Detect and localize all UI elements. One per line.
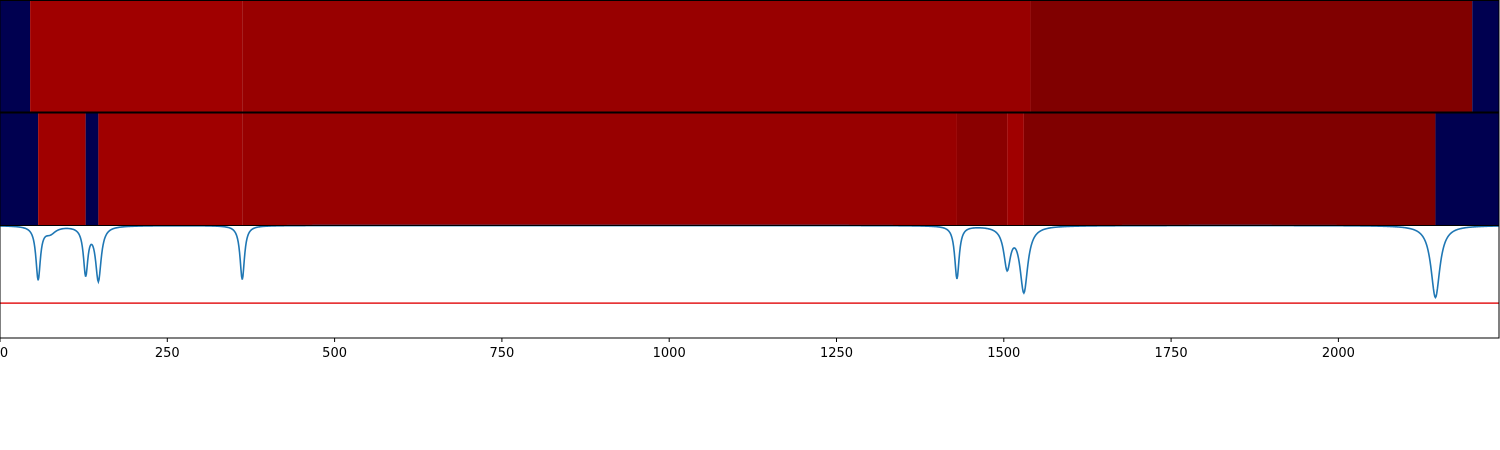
heatmap-cell xyxy=(30,0,243,112)
heatmap-cell xyxy=(1007,113,1024,226)
heatmap-cell xyxy=(956,113,1008,226)
x-axis: 0 250 500 750 1000 1250 1500 1750 2000 xyxy=(0,338,1355,361)
x-tick-label: 2000 xyxy=(1322,346,1355,361)
heatmap-top-frame xyxy=(0,0,1500,113)
x-tick-label: 1750 xyxy=(1155,346,1188,361)
x-tick-label: 1250 xyxy=(820,346,853,361)
heatmap-cell xyxy=(242,113,957,226)
heatmap-cell xyxy=(38,113,86,226)
heatmap-cell xyxy=(0,113,39,226)
heatmap-cell xyxy=(0,0,31,112)
series-line xyxy=(0,224,1500,300)
x-tick-label: 250 xyxy=(155,346,180,361)
heatmap-cell xyxy=(98,113,243,226)
x-tick-label: 0 xyxy=(0,346,8,361)
x-tick-label: 500 xyxy=(322,346,347,361)
heatmap-cell xyxy=(1030,0,1473,112)
heatmap-cell xyxy=(242,0,1031,112)
line-plot-frame xyxy=(0,225,1500,339)
x-tick-label: 750 xyxy=(489,346,514,361)
heatmap-top xyxy=(0,0,1499,112)
heatmap-cell xyxy=(85,113,99,226)
heatmap-cell xyxy=(1023,113,1436,226)
heatmap-cell xyxy=(1435,113,1499,226)
line-plot xyxy=(0,224,1500,339)
x-tick-label: 1000 xyxy=(653,346,686,361)
x-tick-label: 1500 xyxy=(987,346,1020,361)
heatmap-bottom xyxy=(0,113,1499,226)
heatmap-cell xyxy=(1472,0,1499,112)
